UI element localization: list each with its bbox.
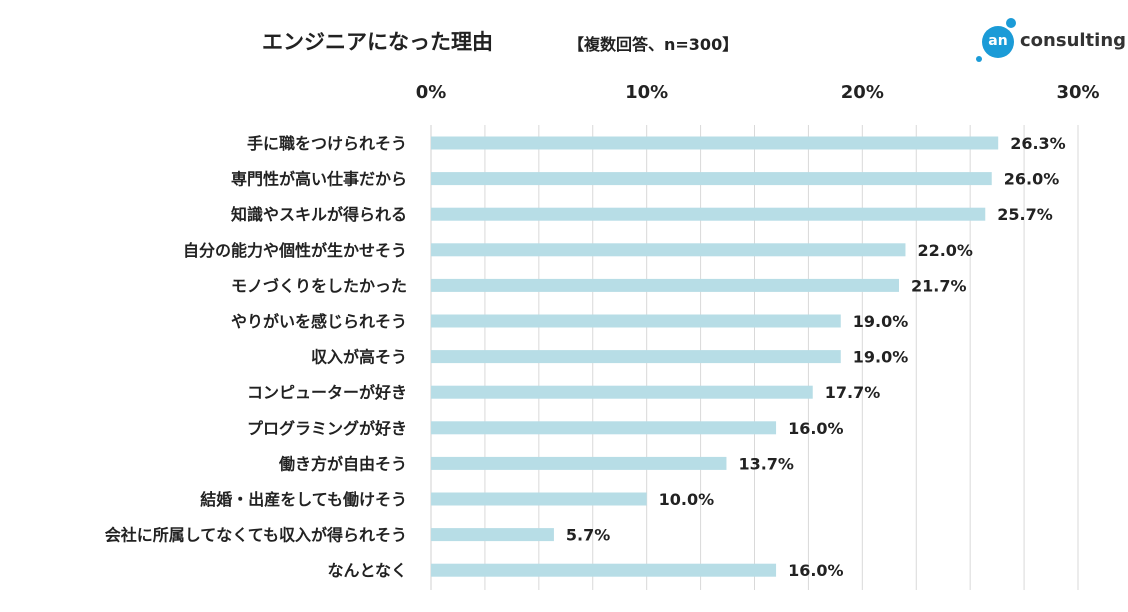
category-label: モノづくりをしたかった	[231, 276, 407, 295]
category-label: やりがいを感じられそう	[231, 312, 407, 331]
logo-mark: an	[982, 26, 1014, 58]
data-label: 17.7%	[825, 383, 881, 402]
bar	[431, 172, 992, 186]
x-tick-label: 20%	[841, 82, 884, 103]
x-tick-label: 30%	[1056, 82, 1099, 103]
x-tick-label: 10%	[625, 82, 668, 103]
chart-subtitle: 【複数回答、n=300】	[568, 35, 739, 54]
logo-text: consulting	[1020, 30, 1127, 51]
category-label: なんとなく	[327, 561, 407, 580]
logo-dot-icon	[1006, 18, 1016, 28]
data-label: 19.0%	[853, 312, 909, 331]
bar	[431, 385, 813, 399]
category-label: プログラミングが好き	[247, 419, 407, 438]
brand-logo: an consulting	[976, 18, 1126, 64]
chart-title: エンジニアになった理由	[262, 30, 493, 54]
data-label: 21.7%	[911, 276, 967, 295]
category-label: 自分の能力や個性が生かせそう	[183, 241, 407, 260]
data-label: 19.0%	[853, 348, 909, 367]
data-label: 16.0%	[788, 419, 844, 438]
bar	[431, 136, 999, 150]
data-label: 22.0%	[917, 241, 973, 260]
bar	[431, 243, 906, 257]
category-label: コンピューターが好き	[247, 383, 407, 402]
logo-small-dot-icon	[976, 56, 982, 62]
bar	[431, 314, 841, 328]
bar	[431, 278, 899, 292]
category-label: 会社に所属してなくても収入が得られそう	[105, 526, 407, 545]
category-label: 結婚・出産をしても働けそう	[200, 490, 407, 509]
category-label: 働き方が自由そう	[278, 454, 407, 473]
category-label: 知識やスキルが得られる	[231, 205, 407, 224]
x-tick-label: 0%	[416, 82, 447, 103]
bar	[431, 421, 777, 435]
bar	[431, 456, 727, 470]
bar	[431, 350, 841, 364]
bar	[431, 207, 986, 221]
bar	[431, 528, 554, 542]
data-label: 26.0%	[1004, 170, 1060, 189]
data-label: 25.7%	[997, 205, 1053, 224]
category-label: 手に職をつけられそう	[247, 134, 407, 153]
category-label: 専門性が高い仕事だから	[231, 170, 407, 189]
bar	[431, 563, 777, 577]
category-label: 収入が高そう	[311, 348, 407, 367]
data-label: 5.7%	[566, 526, 610, 545]
bar	[431, 492, 647, 506]
data-label: 26.3%	[1010, 134, 1066, 153]
data-label: 16.0%	[788, 561, 844, 580]
data-label: 10.0%	[659, 490, 715, 509]
data-label: 13.7%	[738, 454, 794, 473]
